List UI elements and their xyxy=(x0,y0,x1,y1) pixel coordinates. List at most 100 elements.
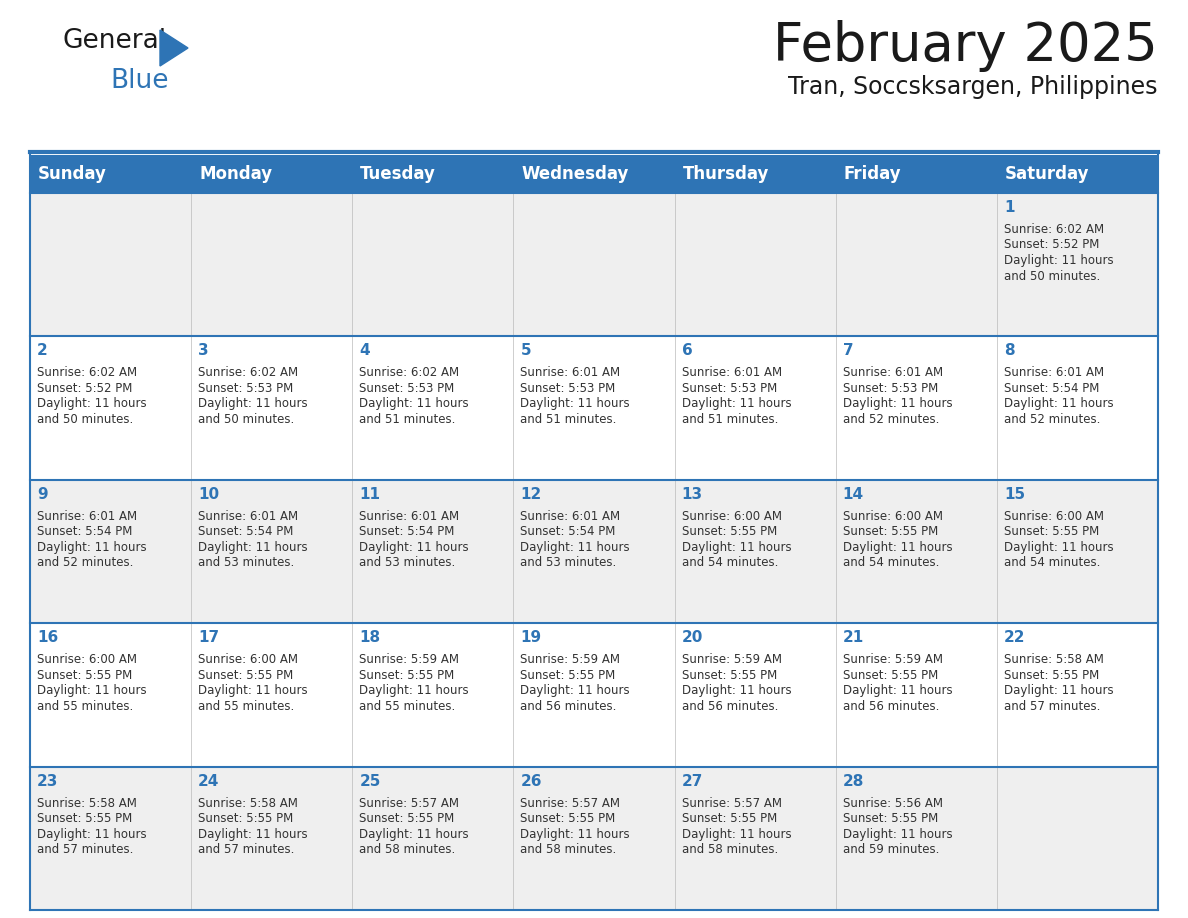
Text: Sunrise: 6:00 AM: Sunrise: 6:00 AM xyxy=(682,509,782,522)
Text: Daylight: 11 hours: Daylight: 11 hours xyxy=(682,541,791,554)
Text: 3: 3 xyxy=(198,343,209,358)
Text: and 54 minutes.: and 54 minutes. xyxy=(842,556,939,569)
Text: 1: 1 xyxy=(1004,200,1015,215)
Text: Daylight: 11 hours: Daylight: 11 hours xyxy=(520,541,630,554)
Text: Sunrise: 6:01 AM: Sunrise: 6:01 AM xyxy=(37,509,137,522)
Text: 28: 28 xyxy=(842,774,864,789)
Text: 5: 5 xyxy=(520,343,531,358)
Text: Sunrise: 6:01 AM: Sunrise: 6:01 AM xyxy=(682,366,782,379)
Text: and 59 minutes.: and 59 minutes. xyxy=(842,843,939,856)
Text: 11: 11 xyxy=(359,487,380,502)
Text: 21: 21 xyxy=(842,630,864,645)
Text: Sunset: 5:55 PM: Sunset: 5:55 PM xyxy=(842,525,939,538)
Text: Daylight: 11 hours: Daylight: 11 hours xyxy=(520,828,630,841)
Text: Sunset: 5:55 PM: Sunset: 5:55 PM xyxy=(37,668,132,682)
Text: Daylight: 11 hours: Daylight: 11 hours xyxy=(842,397,953,410)
Text: Tran, Soccsksargen, Philippines: Tran, Soccsksargen, Philippines xyxy=(789,75,1158,99)
Text: 6: 6 xyxy=(682,343,693,358)
Bar xyxy=(30,767,1158,910)
Text: Sunrise: 5:57 AM: Sunrise: 5:57 AM xyxy=(359,797,460,810)
Text: Sunday: Sunday xyxy=(38,165,107,183)
Text: Daylight: 11 hours: Daylight: 11 hours xyxy=(842,684,953,697)
Text: and 54 minutes.: and 54 minutes. xyxy=(1004,556,1100,569)
Text: Sunrise: 5:59 AM: Sunrise: 5:59 AM xyxy=(520,654,620,666)
Text: Sunset: 5:55 PM: Sunset: 5:55 PM xyxy=(842,812,939,825)
Text: February 2025: February 2025 xyxy=(773,20,1158,72)
Text: Sunrise: 5:59 AM: Sunrise: 5:59 AM xyxy=(842,654,943,666)
Text: Sunrise: 6:02 AM: Sunrise: 6:02 AM xyxy=(359,366,460,379)
Text: Sunset: 5:55 PM: Sunset: 5:55 PM xyxy=(520,668,615,682)
Text: 14: 14 xyxy=(842,487,864,502)
Text: Daylight: 11 hours: Daylight: 11 hours xyxy=(1004,684,1113,697)
Text: Sunset: 5:55 PM: Sunset: 5:55 PM xyxy=(842,668,939,682)
Text: Daylight: 11 hours: Daylight: 11 hours xyxy=(359,828,469,841)
Text: Sunrise: 6:00 AM: Sunrise: 6:00 AM xyxy=(37,654,137,666)
Text: Sunrise: 5:57 AM: Sunrise: 5:57 AM xyxy=(520,797,620,810)
Text: 16: 16 xyxy=(37,630,58,645)
Text: Sunrise: 6:01 AM: Sunrise: 6:01 AM xyxy=(520,509,620,522)
Text: Daylight: 11 hours: Daylight: 11 hours xyxy=(1004,254,1113,267)
Text: Tuesday: Tuesday xyxy=(360,165,436,183)
Text: Saturday: Saturday xyxy=(1005,165,1089,183)
Text: Daylight: 11 hours: Daylight: 11 hours xyxy=(1004,541,1113,554)
Text: Daylight: 11 hours: Daylight: 11 hours xyxy=(198,541,308,554)
Text: and 54 minutes.: and 54 minutes. xyxy=(682,556,778,569)
Text: Sunset: 5:53 PM: Sunset: 5:53 PM xyxy=(359,382,455,395)
Text: and 58 minutes.: and 58 minutes. xyxy=(359,843,455,856)
Text: Daylight: 11 hours: Daylight: 11 hours xyxy=(359,397,469,410)
Text: Sunrise: 5:58 AM: Sunrise: 5:58 AM xyxy=(198,797,298,810)
Bar xyxy=(30,623,1158,767)
Text: and 51 minutes.: and 51 minutes. xyxy=(682,413,778,426)
Text: Sunrise: 5:56 AM: Sunrise: 5:56 AM xyxy=(842,797,943,810)
Text: Sunset: 5:54 PM: Sunset: 5:54 PM xyxy=(198,525,293,538)
Text: Sunset: 5:55 PM: Sunset: 5:55 PM xyxy=(520,812,615,825)
Text: Sunrise: 6:01 AM: Sunrise: 6:01 AM xyxy=(520,366,620,379)
Text: Sunset: 5:55 PM: Sunset: 5:55 PM xyxy=(1004,668,1099,682)
Text: Sunrise: 6:00 AM: Sunrise: 6:00 AM xyxy=(198,654,298,666)
Text: Sunset: 5:55 PM: Sunset: 5:55 PM xyxy=(682,668,777,682)
Bar xyxy=(30,155,1158,193)
Text: and 51 minutes.: and 51 minutes. xyxy=(359,413,456,426)
Text: 12: 12 xyxy=(520,487,542,502)
Text: and 57 minutes.: and 57 minutes. xyxy=(1004,700,1100,712)
Text: Daylight: 11 hours: Daylight: 11 hours xyxy=(198,397,308,410)
Text: and 53 minutes.: and 53 minutes. xyxy=(520,556,617,569)
Text: and 55 minutes.: and 55 minutes. xyxy=(359,700,455,712)
Text: 25: 25 xyxy=(359,774,380,789)
Text: Sunset: 5:53 PM: Sunset: 5:53 PM xyxy=(842,382,939,395)
Text: and 52 minutes.: and 52 minutes. xyxy=(842,413,939,426)
Text: General: General xyxy=(62,28,166,54)
Text: 9: 9 xyxy=(37,487,48,502)
Text: and 57 minutes.: and 57 minutes. xyxy=(37,843,133,856)
Text: 4: 4 xyxy=(359,343,369,358)
Text: and 53 minutes.: and 53 minutes. xyxy=(359,556,455,569)
Text: 8: 8 xyxy=(1004,343,1015,358)
Text: 2: 2 xyxy=(37,343,48,358)
Text: Sunrise: 6:02 AM: Sunrise: 6:02 AM xyxy=(37,366,137,379)
Text: and 55 minutes.: and 55 minutes. xyxy=(37,700,133,712)
Text: Sunrise: 5:57 AM: Sunrise: 5:57 AM xyxy=(682,797,782,810)
Text: and 56 minutes.: and 56 minutes. xyxy=(520,700,617,712)
Text: Sunset: 5:52 PM: Sunset: 5:52 PM xyxy=(1004,239,1099,252)
Text: and 56 minutes.: and 56 minutes. xyxy=(842,700,939,712)
Text: Sunset: 5:53 PM: Sunset: 5:53 PM xyxy=(682,382,777,395)
Text: Sunset: 5:55 PM: Sunset: 5:55 PM xyxy=(682,525,777,538)
Text: Blue: Blue xyxy=(110,68,169,94)
Text: Daylight: 11 hours: Daylight: 11 hours xyxy=(842,541,953,554)
Text: 24: 24 xyxy=(198,774,220,789)
Text: Sunset: 5:55 PM: Sunset: 5:55 PM xyxy=(682,812,777,825)
Text: 7: 7 xyxy=(842,343,853,358)
Text: Daylight: 11 hours: Daylight: 11 hours xyxy=(682,684,791,697)
Text: Daylight: 11 hours: Daylight: 11 hours xyxy=(359,541,469,554)
Text: Daylight: 11 hours: Daylight: 11 hours xyxy=(198,828,308,841)
Text: and 58 minutes.: and 58 minutes. xyxy=(520,843,617,856)
Text: 19: 19 xyxy=(520,630,542,645)
Bar xyxy=(30,336,1158,480)
Text: and 58 minutes.: and 58 minutes. xyxy=(682,843,778,856)
Text: Daylight: 11 hours: Daylight: 11 hours xyxy=(520,684,630,697)
Text: Daylight: 11 hours: Daylight: 11 hours xyxy=(682,397,791,410)
Text: and 53 minutes.: and 53 minutes. xyxy=(198,556,295,569)
Text: Sunset: 5:54 PM: Sunset: 5:54 PM xyxy=(359,525,455,538)
Text: Sunrise: 6:01 AM: Sunrise: 6:01 AM xyxy=(842,366,943,379)
Text: Daylight: 11 hours: Daylight: 11 hours xyxy=(359,684,469,697)
